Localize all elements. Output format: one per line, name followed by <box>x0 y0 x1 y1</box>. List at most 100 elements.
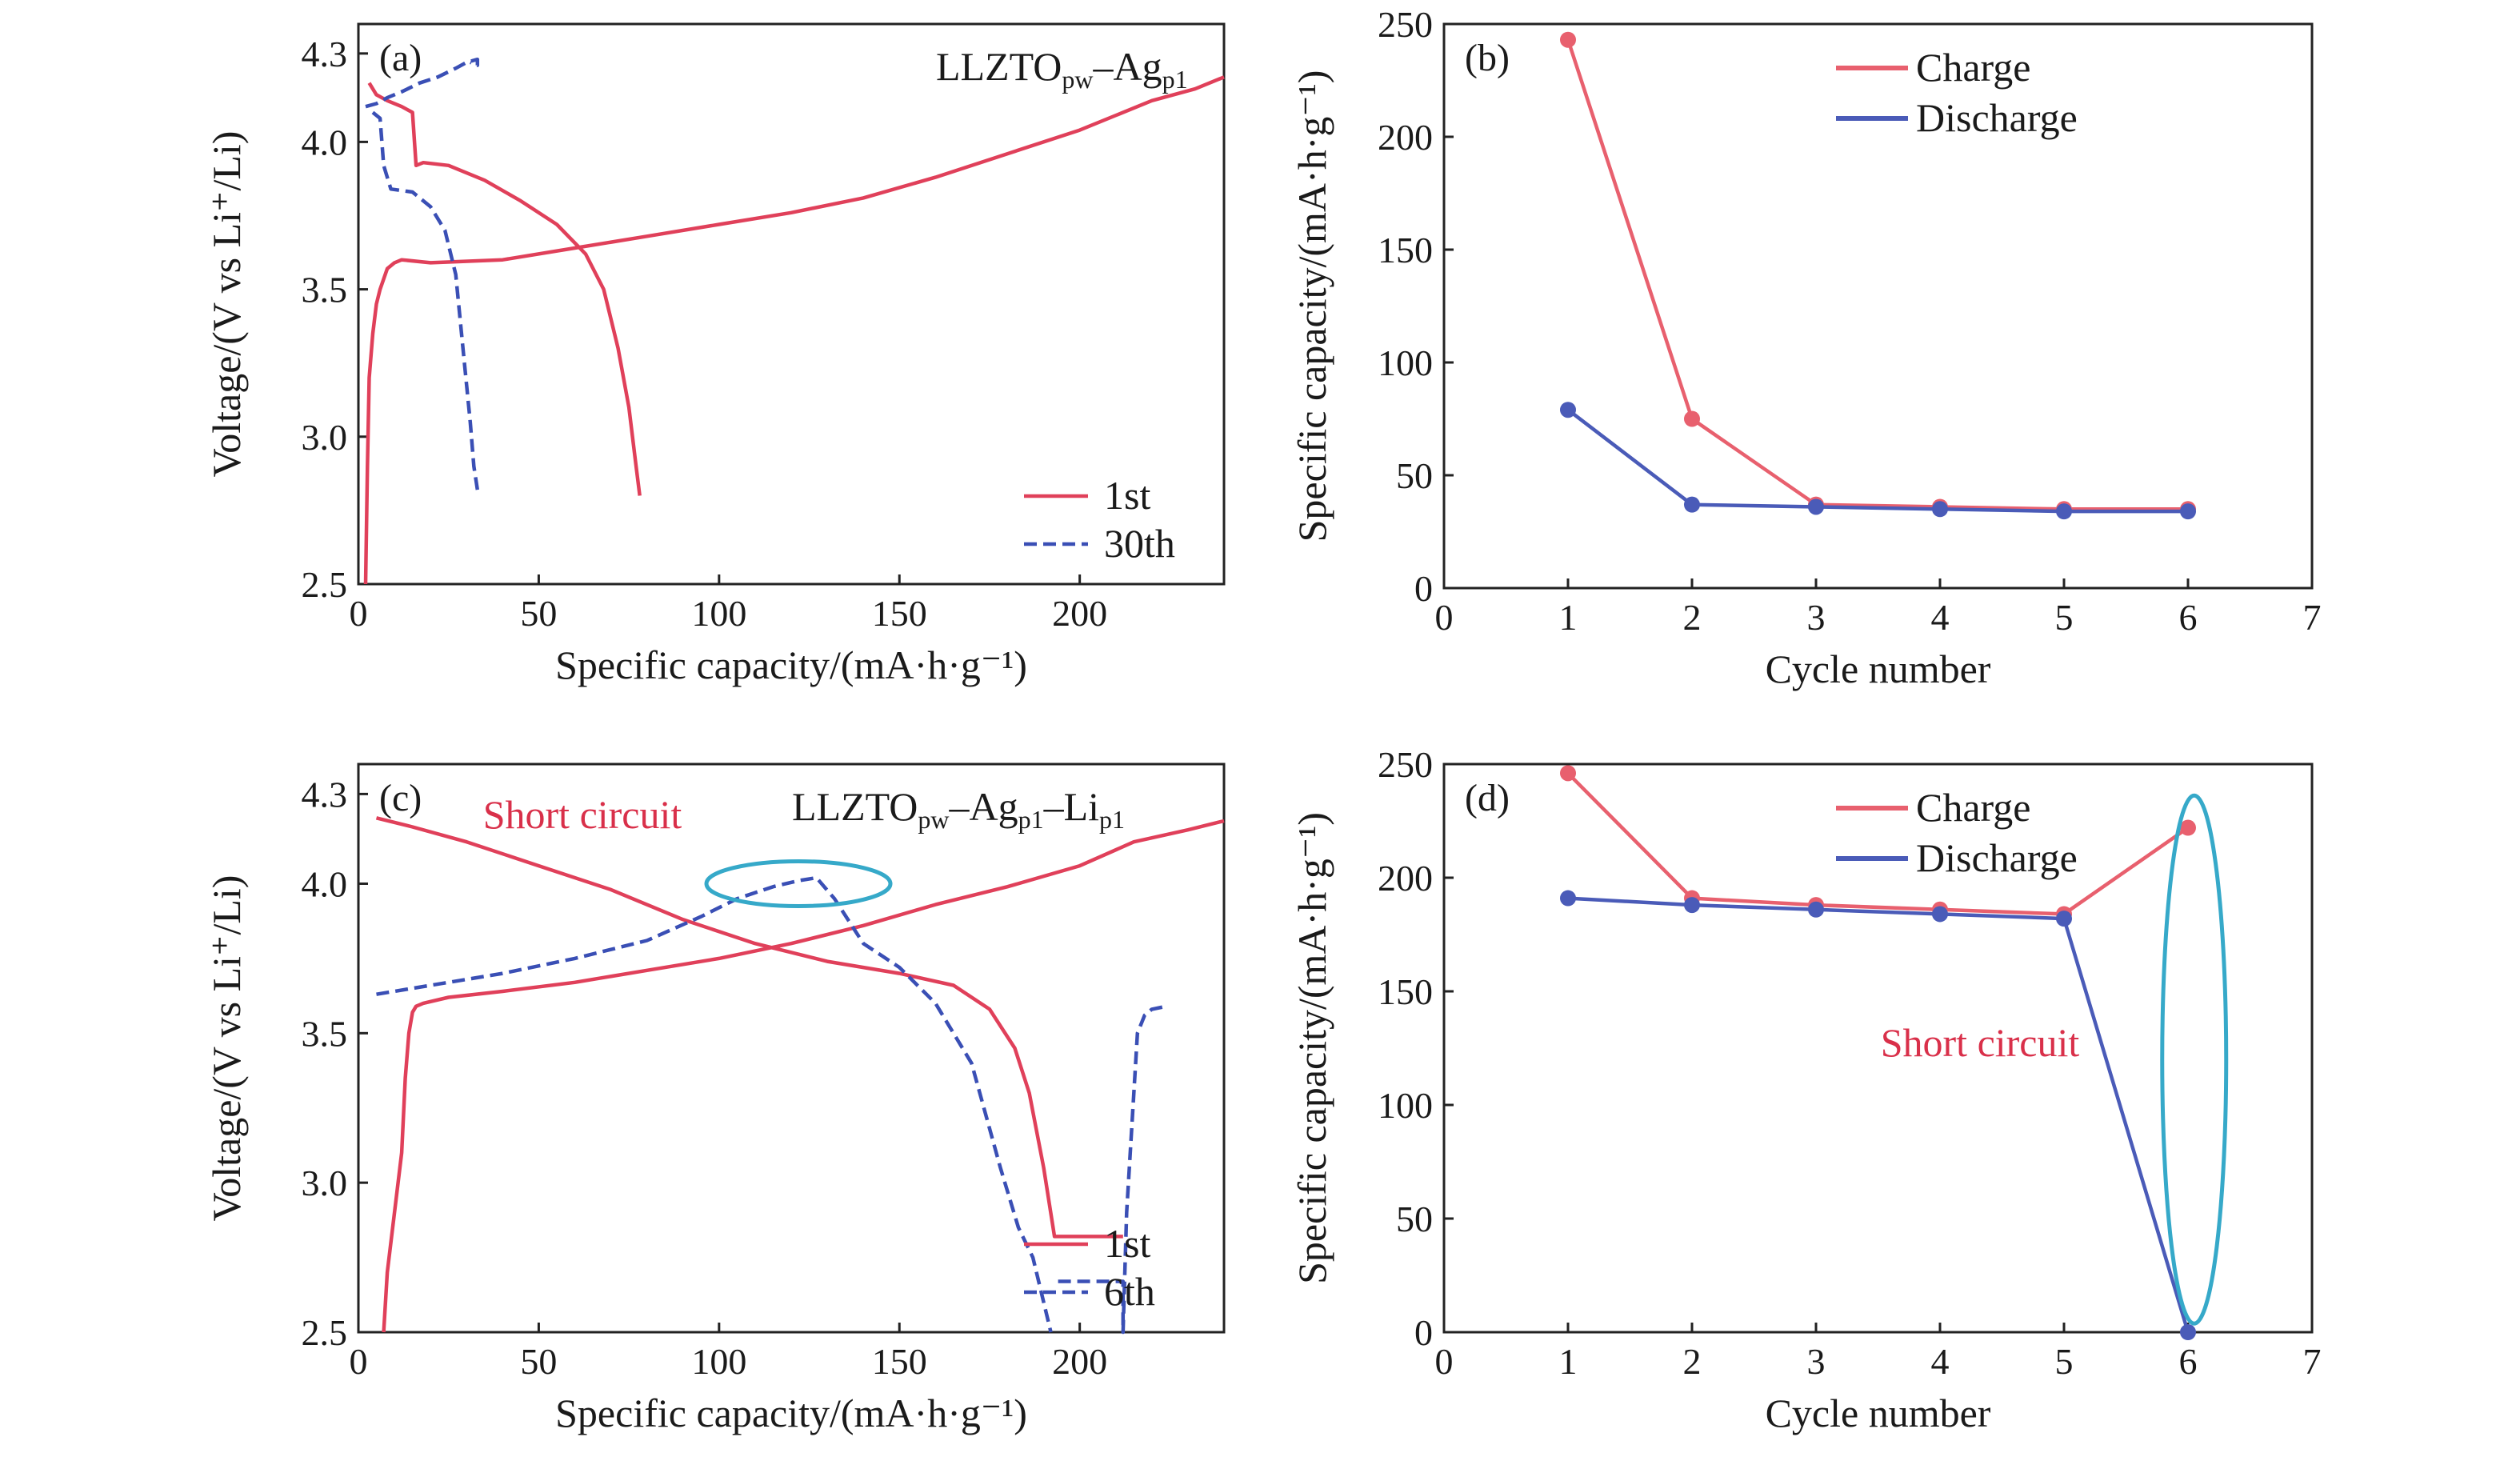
data-point-Discharge <box>1932 501 1948 518</box>
x-tick-label: 6 <box>2179 1341 2198 1382</box>
x-tick-label: 7 <box>2303 1341 2322 1382</box>
y-tick-label: 4.0 <box>302 863 348 904</box>
chart-panel-1: 0 50 100 150 200 2.5 3.0 3.5 4.0 4.3 Specific capa… <box>204 22 1226 687</box>
y-tick-label: 50 <box>1396 1199 1433 1239</box>
x-tick-label: 4 <box>1931 597 1950 638</box>
chart-panel-4: 0 1 2 3 4 5 6 7 0 50 100 150 200 250 Cycle number Speci… <box>1290 744 2322 1435</box>
x-tick-label: 100 <box>691 1341 746 1382</box>
sample-annotation: LLZTOpw–Agp1 <box>936 44 1188 94</box>
data-point-Discharge <box>1684 897 1700 914</box>
y-tick-label: 250 <box>1378 744 1433 785</box>
y-tick-label: 2.5 <box>302 564 348 605</box>
y-tick-label: 3.0 <box>302 1163 348 1203</box>
x-tick-label: 0 <box>1435 1341 1454 1382</box>
data-point-Discharge <box>1808 901 1824 918</box>
legend-label: 1st <box>1104 473 1150 518</box>
y-tick-label: 4.3 <box>302 774 348 815</box>
y-tick-label: 4.0 <box>302 122 348 162</box>
x-tick-label: 0 <box>350 593 368 634</box>
data-point-Discharge <box>1684 496 1700 513</box>
x-tick-label: 6 <box>2179 597 2198 638</box>
x-tick-label: 5 <box>2055 597 2074 638</box>
series-line-6th <box>376 875 1053 1333</box>
legend-label: Discharge <box>1916 95 2078 140</box>
x-tick-label: 3 <box>1807 597 1826 638</box>
legend-label: 6th <box>1104 1269 1155 1314</box>
panel-tag: (a) <box>379 37 422 79</box>
x-tick-label: 0 <box>350 1341 368 1382</box>
data-point-Charge <box>1560 31 1576 48</box>
data-point-Discharge <box>2180 1324 2196 1340</box>
y-tick-label: 4.3 <box>302 34 348 74</box>
data-point-Discharge <box>1560 402 1576 418</box>
data-point-Charge <box>1560 765 1576 782</box>
x-tick-label: 50 <box>520 1341 557 1382</box>
y-axis-label: Voltage/(V vs Li⁺/Li) <box>204 131 249 478</box>
y-axis-label: Voltage/(V vs Li⁺/Li) <box>204 875 249 1222</box>
legend-label: 1st <box>1104 1221 1150 1266</box>
data-point-Discharge <box>1560 890 1576 907</box>
series-line-6th <box>1058 1004 1167 1335</box>
panel-tag: (b) <box>1465 37 1510 79</box>
x-tick-label: 4 <box>1931 1341 1950 1382</box>
x-tick-label: 200 <box>1052 593 1107 634</box>
legend-label: Charge <box>1916 785 2030 830</box>
series-line-1st <box>363 75 1225 585</box>
x-tick-label: 100 <box>691 593 746 634</box>
series-line-1st <box>375 816 1123 1239</box>
x-tick-label: 0 <box>1435 597 1454 638</box>
short-circuit-highlight-ellipse <box>704 859 893 908</box>
short-circuit-label: Short circuit <box>483 792 682 837</box>
data-point-Discharge <box>1932 906 1948 923</box>
y-tick-label: 3.0 <box>302 417 348 458</box>
x-axis-label: Cycle number <box>1766 1391 1991 1435</box>
chart-panel-3: 0 50 100 150 200 2.5 3.0 3.5 4.0 4.3 Specific capa… <box>204 763 1226 1435</box>
x-axis-label: Specific capacity/(mA·h·g⁻¹) <box>555 642 1027 687</box>
plot-frame <box>1442 22 2314 590</box>
short-circuit-label: Short circuit <box>1881 1020 2080 1065</box>
panel-tag: (d) <box>1465 777 1510 819</box>
x-tick-label: 150 <box>872 593 927 634</box>
y-tick-label: 3.5 <box>302 270 348 310</box>
y-tick-label: 0 <box>1414 1312 1433 1353</box>
x-tick-label: 1 <box>1559 597 1578 638</box>
series-line-1st <box>367 82 642 496</box>
x-tick-label: 200 <box>1052 1341 1107 1382</box>
x-axis-label: Specific capacity/(mA·h·g⁻¹) <box>555 1391 1027 1435</box>
series-line-Discharge <box>1567 896 2190 1333</box>
y-tick-label: 150 <box>1378 230 1433 270</box>
panel-tag: (c) <box>379 777 422 819</box>
data-point-Charge <box>1684 410 1700 427</box>
x-tick-label: 5 <box>2055 1341 2074 1382</box>
data-point-Discharge <box>2180 503 2196 520</box>
data-point-Discharge <box>2056 911 2072 927</box>
data-point-Discharge <box>2056 503 2072 520</box>
plot-frame <box>1442 763 2314 1334</box>
legend-label: Discharge <box>1916 835 2078 880</box>
short-circuit-highlight-ellipse <box>2160 793 2229 1326</box>
y-tick-label: 0 <box>1414 568 1433 609</box>
series-line-Charge <box>1566 771 2190 916</box>
x-axis-label: Cycle number <box>1766 646 1991 691</box>
plot-frame <box>357 763 1226 1334</box>
y-tick-label: 3.5 <box>302 1013 348 1054</box>
y-tick-label: 100 <box>1378 1085 1433 1126</box>
y-tick-label: 250 <box>1378 4 1433 45</box>
y-tick-label: 150 <box>1378 971 1433 1012</box>
y-tick-label: 100 <box>1378 342 1433 383</box>
x-tick-label: 150 <box>872 1341 927 1382</box>
legend-label: 30th <box>1104 521 1175 566</box>
y-tick-label: 50 <box>1396 455 1433 496</box>
x-tick-label: 50 <box>520 593 557 634</box>
x-tick-label: 2 <box>1683 1341 1702 1382</box>
x-tick-label: 3 <box>1807 1341 1826 1382</box>
data-point-Charge <box>2180 819 2196 836</box>
x-tick-label: 2 <box>1683 597 1702 638</box>
series-line-30th <box>371 110 480 490</box>
series-line-30th <box>365 57 480 109</box>
series-line-1st <box>382 819 1225 1333</box>
series-line-Discharge <box>1566 408 2188 514</box>
sample-annotation: LLZTOpw–Agp1–Lip1 <box>792 784 1125 834</box>
x-tick-label: 1 <box>1559 1341 1578 1382</box>
